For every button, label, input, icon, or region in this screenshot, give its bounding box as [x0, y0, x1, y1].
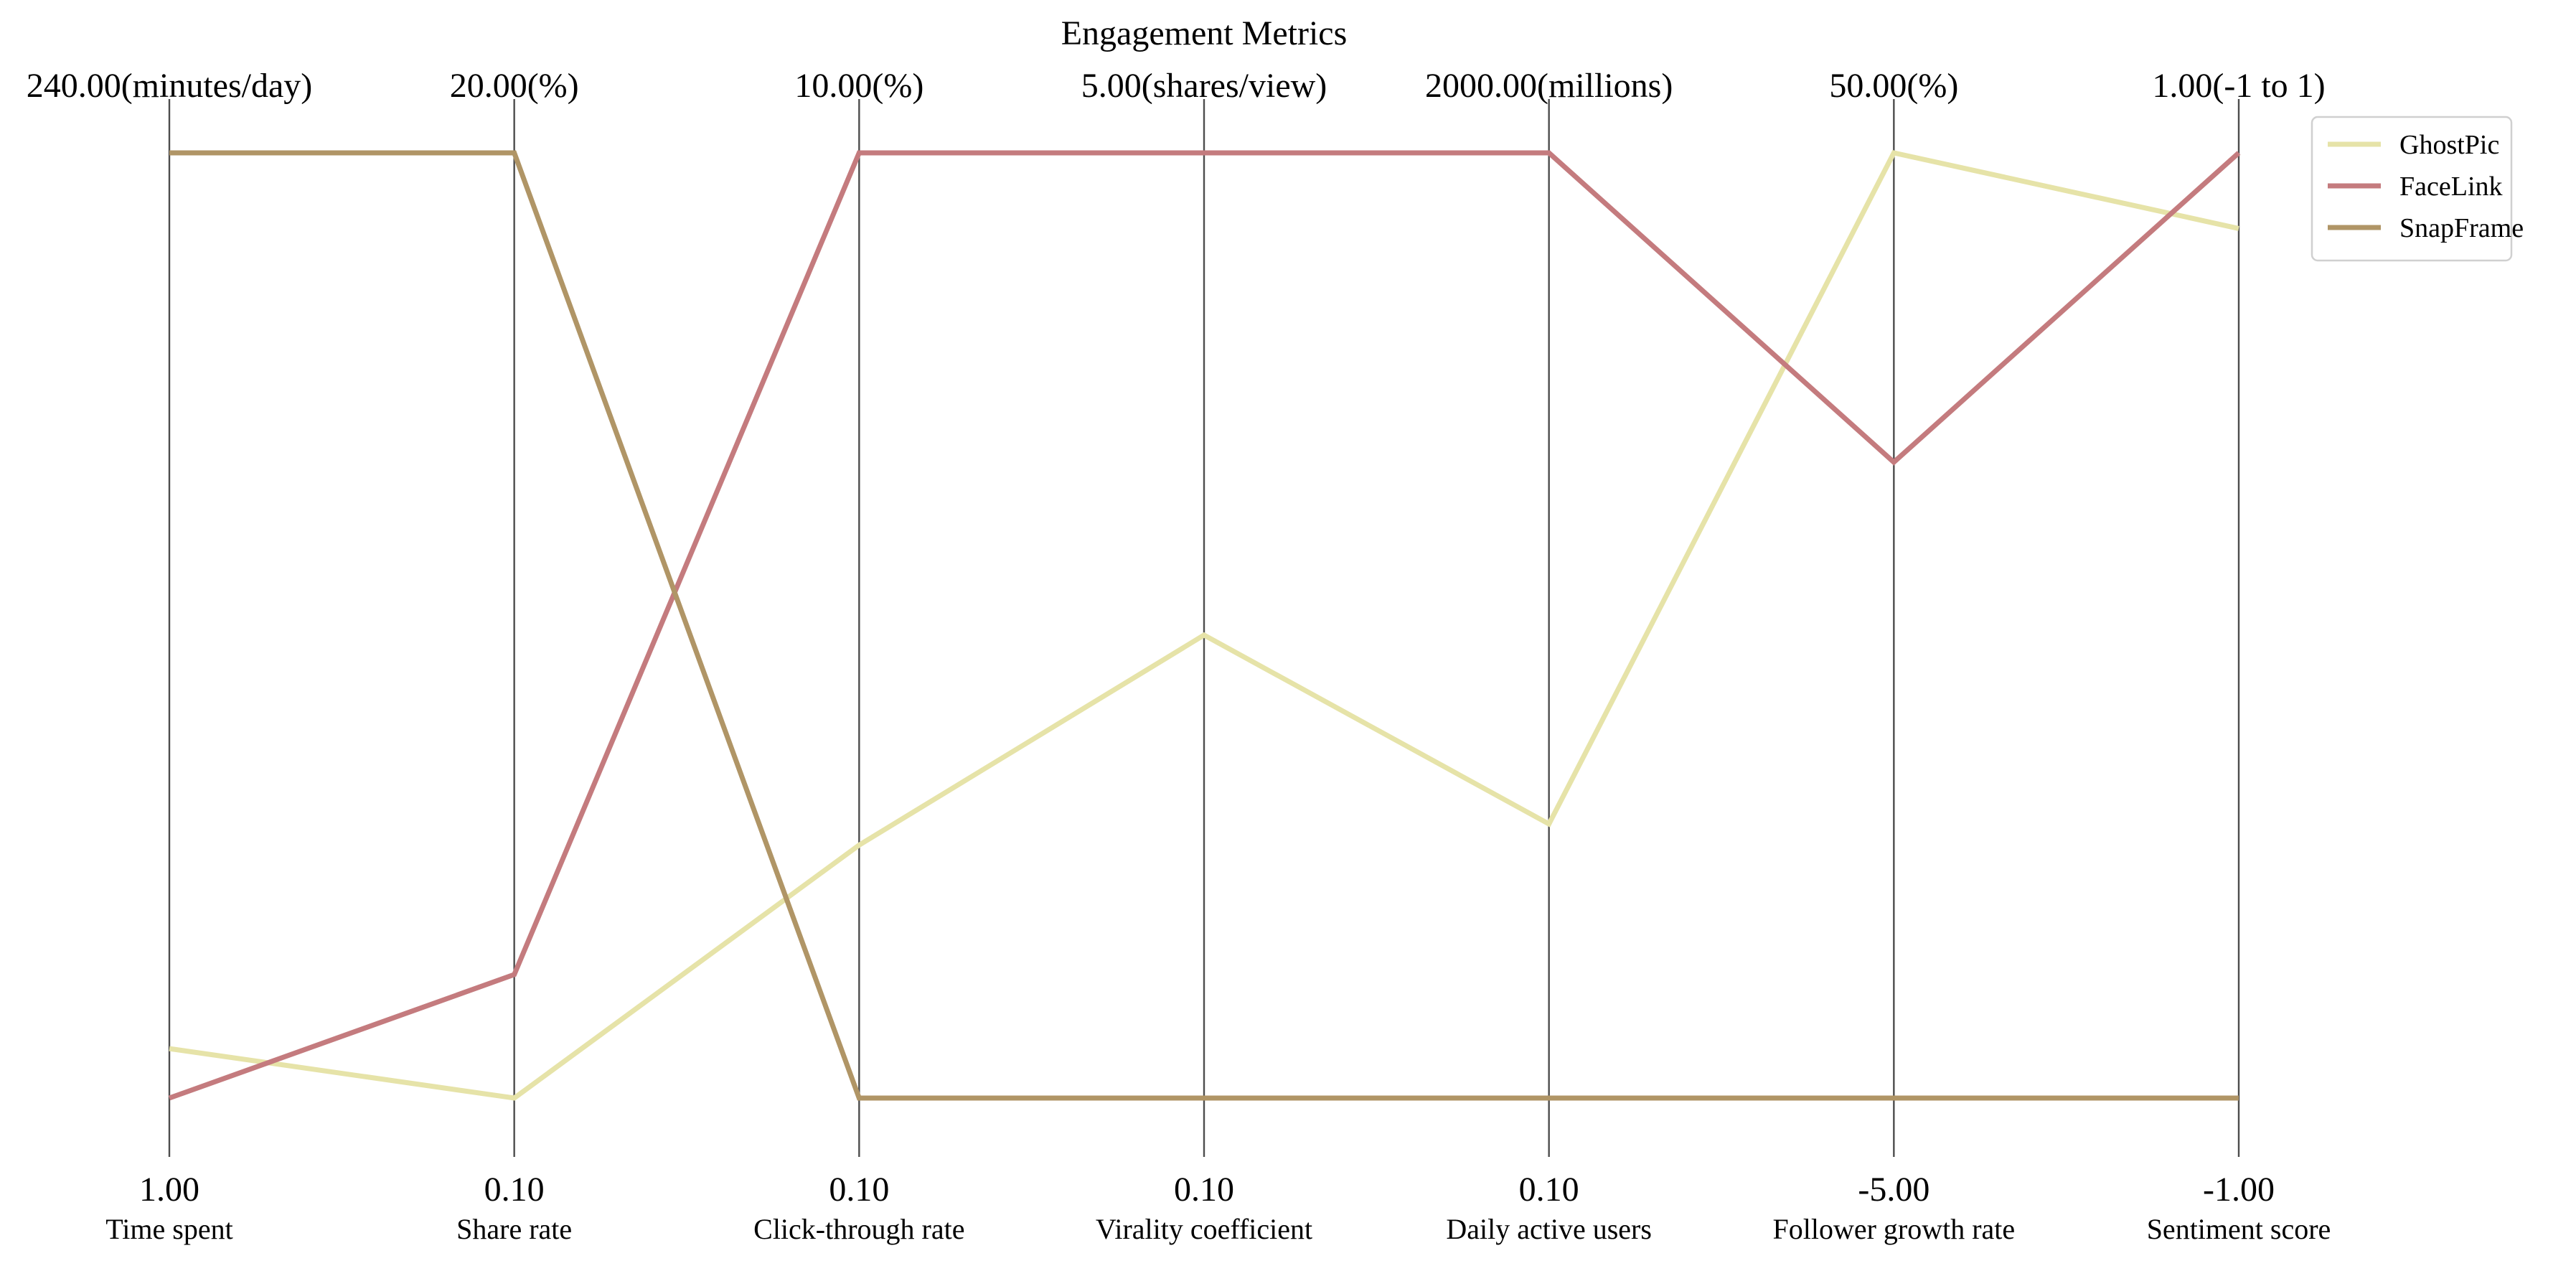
legend-frame [2311, 116, 2513, 262]
axis-min-label-daily-active-users: 0.10 [1519, 1171, 1579, 1209]
axes-layer: 240.00(minutes/day) 1.00 Time spent 20.00(%… [27, 67, 2331, 1245]
axis-title-share-rate: Share rate [456, 1213, 572, 1245]
axis-min-label-virality-coefficient: 0.10 [1174, 1171, 1234, 1209]
series-line-ghostpic [169, 150, 2239, 1101]
axis-title-follower-growth-rate: Follower growth rate [1772, 1213, 2015, 1245]
axis-max-label-share-rate: 20.00(%) [450, 67, 579, 105]
axis-max-label-click-through-rate: 10.00(%) [794, 67, 923, 105]
series-line-snapframe [169, 150, 2239, 1101]
chart-title: Engagement Metrics [1061, 14, 1348, 52]
axis-min-label-click-through-rate: 0.10 [829, 1171, 889, 1209]
axis-title-time-spent: Time spent [105, 1213, 232, 1245]
axis-max-label-virality-coefficient: 5.00(shares/view) [1081, 67, 1327, 105]
axis-max-label-sentiment-score: 1.00(-1 to 1) [2152, 67, 2325, 105]
series-layer [168, 150, 2241, 1101]
axis-min-label-follower-growth-rate: -5.00 [1858, 1171, 1929, 1209]
legend-label-facelink: FaceLink [2399, 172, 2503, 202]
axis-min-label-share-rate: 0.10 [484, 1171, 545, 1209]
axis-title-virality-coefficient: Virality coefficient [1096, 1213, 1312, 1245]
axis-title-click-through-rate: Click-through rate [753, 1213, 964, 1245]
axis-max-label-daily-active-users: 2000.00(millions) [1425, 67, 1673, 105]
axis-title-sentiment-score: Sentiment score [2147, 1213, 2331, 1245]
legend-label-snapframe: SnapFrame [2399, 213, 2524, 243]
series-line-facelink [168, 150, 2241, 1101]
axis-min-label-sentiment-score: -1.00 [2203, 1171, 2275, 1209]
axis-title-daily-active-users: Daily active users [1446, 1213, 1652, 1245]
axis-max-label-time-spent: 240.00(minutes/day) [27, 67, 313, 105]
axis-min-label-time-spent: 1.00 [139, 1171, 199, 1209]
legend: GhostPic FaceLink SnapFrame [2311, 116, 2524, 262]
axis-max-label-follower-growth-rate: 50.00(%) [1829, 67, 1958, 105]
legend-label-ghostpic: GhostPic [2399, 130, 2499, 160]
